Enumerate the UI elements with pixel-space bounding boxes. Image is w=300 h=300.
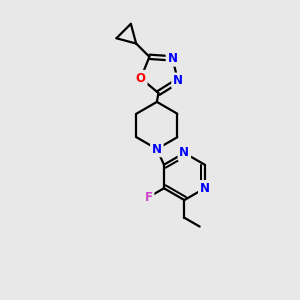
Text: N: N [179, 146, 189, 159]
Text: O: O [136, 72, 146, 85]
Text: F: F [145, 190, 153, 204]
Text: N: N [167, 52, 177, 65]
Text: N: N [173, 74, 183, 87]
Text: N: N [200, 182, 210, 195]
Text: N: N [152, 142, 162, 155]
